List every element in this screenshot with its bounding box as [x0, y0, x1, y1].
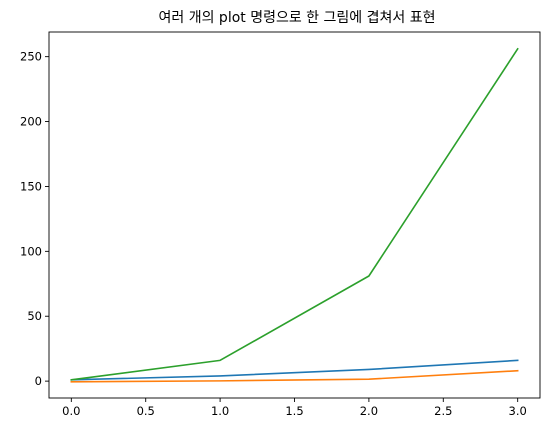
x-tick-label: 3.0: [509, 404, 527, 418]
x-tick-label: 2.0: [360, 404, 378, 418]
chart-title: 여러 개의 plot 명령으로 한 그림에 겹쳐서 표현: [159, 10, 436, 26]
y-tick-label: 50: [27, 309, 42, 323]
axes-frame: [48, 31, 541, 399]
x-tick-label: 1.0: [211, 404, 229, 418]
series-line-1: [70, 359, 519, 381]
plot-area: 0.0 0.5 1.0 1.5 2.0 2.5 3.0 0 50 100 150 200 250: [20, 31, 541, 418]
x-tick-label: 0.5: [137, 404, 155, 418]
x-tick-label: 2.5: [434, 404, 452, 418]
series-line-2: [70, 369, 519, 383]
series-line-3: [70, 47, 519, 381]
y-tick-label: 0: [35, 374, 42, 388]
y-tick-label: 200: [20, 115, 42, 129]
y-tick-label: 100: [20, 244, 42, 258]
x-tick-label: 1.5: [285, 404, 303, 418]
y-tick-label: 150: [20, 179, 42, 193]
y-tick-label: 250: [20, 50, 42, 64]
x-tick-label: 0.0: [62, 404, 80, 418]
